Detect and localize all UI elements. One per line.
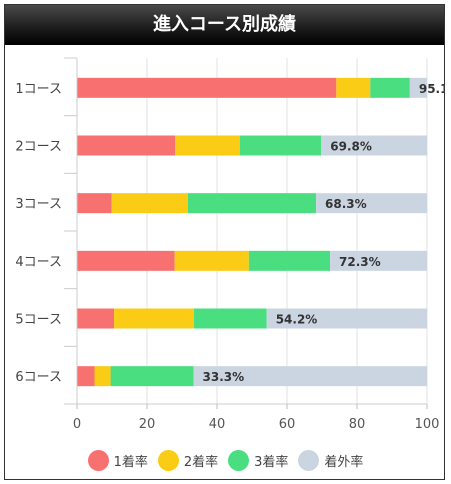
bar-segment[interactable]: [239, 135, 322, 156]
data-label: 69.8%: [330, 140, 372, 154]
bar-segment[interactable]: [193, 308, 267, 329]
category-label: 6コース: [15, 370, 62, 385]
bar-segment[interactable]: [409, 77, 427, 98]
bar-layer: [77, 77, 427, 387]
bar-segment[interactable]: [114, 308, 194, 329]
chart-header: 進入コース別成績: [5, 5, 444, 45]
bar-segment[interactable]: [174, 250, 249, 271]
bar-segment[interactable]: [94, 366, 111, 387]
data-label: 33.3%: [203, 370, 245, 384]
legend-swatch: [157, 449, 179, 471]
legend-label: 着外率: [324, 454, 364, 470]
bar-segment[interactable]: [187, 193, 317, 214]
bar-segment[interactable]: [77, 193, 112, 214]
bar-segment[interactable]: [321, 135, 427, 156]
chart-title: 進入コース別成績: [152, 14, 297, 35]
category-label: 1コース: [15, 82, 62, 97]
x-tick-label: 100: [415, 417, 440, 432]
bar-segment[interactable]: [77, 135, 175, 156]
axis-layer: 0 20 40 60 80 100: [64, 57, 440, 432]
legend-item[interactable]: 着外率: [298, 449, 364, 471]
x-tick-label: 0: [73, 417, 81, 432]
legend-swatch: [228, 449, 250, 471]
x-tick-label: 40: [209, 417, 226, 432]
label-layer: 1コース 95.1% 2コース 69.8% 3コース 68.3% 4コース 72.3% 5コース…: [15, 82, 451, 385]
bar-segment[interactable]: [77, 366, 95, 387]
bar-segment[interactable]: [370, 77, 410, 98]
grid-layer: [76, 58, 428, 404]
bar-segment[interactable]: [316, 193, 427, 214]
bar-segment[interactable]: [77, 308, 115, 329]
legend-item[interactable]: 2着率: [157, 449, 219, 471]
data-label: 95.1%: [419, 82, 451, 96]
legend-swatch: [87, 449, 109, 471]
data-label: 54.2%: [276, 313, 318, 327]
bar-segment[interactable]: [175, 135, 240, 156]
bar-segment[interactable]: [111, 193, 188, 214]
x-tick-label: 60: [279, 417, 296, 432]
bar-segment[interactable]: [330, 250, 427, 271]
category-label: 5コース: [15, 313, 62, 328]
legend-swatch: [298, 449, 320, 471]
category-label: 2コース: [15, 140, 62, 155]
category-label: 3コース: [15, 197, 62, 212]
bar-segment[interactable]: [77, 77, 337, 98]
x-tick-label: 20: [139, 417, 156, 432]
category-label: 4コース: [15, 255, 62, 270]
chart-legend: 1着率 2着率 3着率 着外率: [0, 448, 451, 472]
legend-item[interactable]: 1着率: [87, 449, 148, 471]
data-label: 72.3%: [339, 255, 381, 269]
data-label: 68.3%: [325, 197, 367, 211]
x-tick-label: 80: [349, 417, 366, 432]
bar-segment[interactable]: [77, 250, 175, 271]
bar-segment[interactable]: [193, 366, 427, 387]
bar-segment[interactable]: [110, 366, 194, 387]
bar-segment[interactable]: [336, 77, 371, 98]
legend-label: 3着率: [254, 454, 289, 470]
bar-segment[interactable]: [248, 250, 331, 271]
legend-item[interactable]: 3着率: [228, 449, 289, 471]
legend-label: 2着率: [183, 454, 219, 470]
bar-segment[interactable]: [266, 308, 427, 329]
legend-label: 1着率: [113, 454, 148, 470]
